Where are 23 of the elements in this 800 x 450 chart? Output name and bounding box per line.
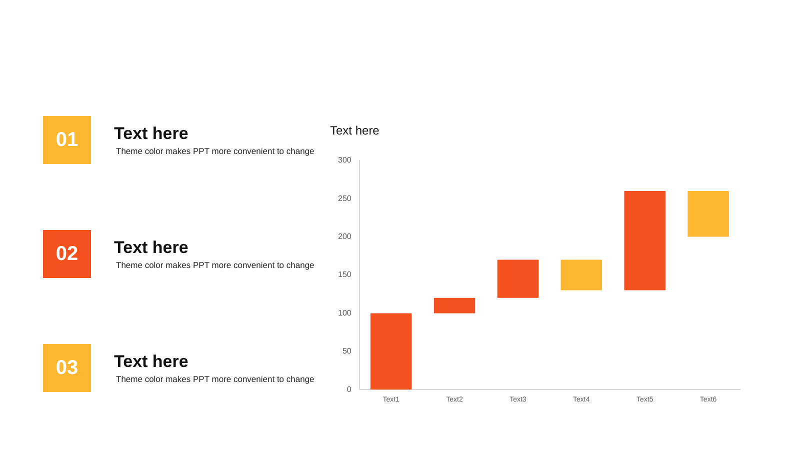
text: Theme color makes PPT more convenient to change [116,146,314,156]
bar [624,190,666,290]
bar [560,260,602,290]
text: 02 [43,230,91,278]
y-tick-label: 250 [338,194,352,203]
text: 03 [43,344,91,392]
text: 01 [43,116,91,164]
bar [688,190,729,237]
y-tick-label: 150 [338,270,352,280]
text: Theme color makes PPT more convenient to change [116,260,314,270]
y-tick-label: 300 [338,156,352,165]
y-tick-label: 0 [346,384,352,394]
bar [434,298,476,314]
text: Theme color makes PPT more convenient to change [116,374,314,384]
y-tick-label: 200 [338,232,352,242]
y-tick-label: 50 [342,346,352,356]
text: Text here [114,124,188,144]
y-tick-label: 100 [338,308,352,318]
text: Text here [114,352,188,372]
chart-title: Text here [330,124,380,138]
bar [370,313,412,390]
text: Text here [114,238,188,258]
bar [497,260,539,298]
